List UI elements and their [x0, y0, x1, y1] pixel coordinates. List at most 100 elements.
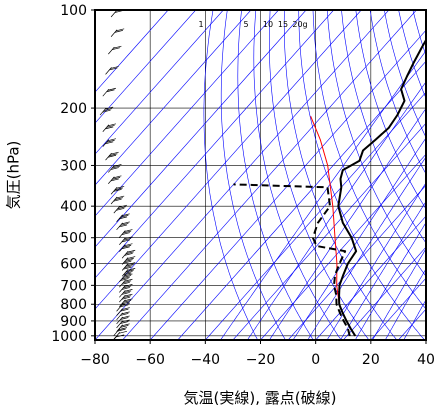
barb-flag — [106, 124, 115, 128]
x-tick-label: 20 — [362, 352, 380, 368]
wind-barb — [113, 327, 128, 336]
y-tick-label: 400 — [60, 199, 87, 215]
x-tick-label: −20 — [246, 352, 276, 368]
barb-flag — [118, 224, 128, 228]
barb-staff — [113, 205, 121, 214]
barb-staff — [102, 124, 110, 132]
barb-flag — [121, 315, 130, 319]
isotherm-line — [95, 10, 390, 340]
barb-flag — [106, 89, 115, 93]
mixing-ratio-line — [269, 107, 426, 340]
mixing-ratio-line — [247, 81, 426, 340]
dry-adiabat-line — [268, 10, 370, 340]
barb-flag — [112, 47, 121, 51]
barb-flag — [124, 271, 133, 274]
mixing-ratio-label: 5 — [243, 20, 248, 29]
wind-barb — [116, 307, 130, 316]
wind-barb — [119, 278, 133, 288]
barb-flag — [123, 295, 132, 299]
barb-flag — [110, 66, 119, 69]
barb-flag — [121, 246, 130, 250]
wind-barb — [121, 268, 136, 277]
isotherm-line — [122, 10, 417, 340]
barb-flag — [123, 275, 132, 278]
barb-flag — [121, 281, 130, 285]
barb-flag — [103, 108, 112, 112]
wind-barb — [108, 164, 122, 173]
isotherm-line — [95, 10, 334, 279]
y-tick-label: 300 — [60, 158, 87, 174]
mixing-ratio-line — [220, 50, 426, 340]
wind-barb — [108, 45, 122, 55]
wind-barb — [116, 311, 130, 321]
barb-flag — [127, 249, 136, 253]
barb-staff — [102, 88, 110, 97]
wind-barb — [121, 256, 136, 265]
barb-flag — [113, 198, 122, 202]
mixing-ratio-line — [307, 156, 426, 340]
barb-staff — [110, 10, 118, 18]
barb-flag — [124, 229, 133, 232]
barb-flag — [124, 236, 133, 240]
barb-flag — [110, 151, 119, 155]
barb-flag — [125, 263, 134, 267]
dry-adiabat-line — [220, 10, 286, 340]
barb-flag — [123, 290, 132, 294]
barb-staff — [116, 222, 123, 231]
dry-adiabat-line — [355, 10, 426, 210]
barb-staff — [108, 46, 115, 55]
wind-barb — [119, 243, 133, 252]
x-tick-label: −80 — [80, 352, 110, 368]
barb-flag — [114, 187, 123, 191]
wind-barb — [105, 66, 119, 75]
barb-flag — [109, 67, 118, 71]
barb-staff — [119, 237, 126, 245]
wind-barb — [108, 175, 122, 185]
barb-flag — [121, 276, 130, 280]
wind-barb — [119, 293, 133, 303]
mixing-ratio-line — [354, 222, 426, 340]
barb-flag — [124, 278, 133, 282]
mixing-ratio-line — [403, 299, 426, 340]
dry-adiabat-line — [427, 10, 436, 340]
wind-barb — [119, 236, 133, 245]
x-axis-title: 気温(実線), 露点(破線) — [184, 389, 337, 407]
barb-flag — [113, 189, 122, 192]
isotherm-line — [370, 277, 426, 340]
barb-flag — [124, 243, 133, 247]
isotherm-line — [260, 153, 426, 340]
mixing-ratio-line — [292, 137, 426, 340]
isotherm-line — [95, 10, 196, 124]
grid-layer — [95, 10, 436, 340]
axis-ticks — [91, 9, 427, 344]
barb-staff — [121, 257, 129, 265]
barb-flag — [124, 265, 133, 269]
barb-flag — [123, 230, 132, 234]
barb-flag — [123, 280, 132, 284]
barb-staff — [110, 196, 118, 205]
barb-flag — [123, 237, 132, 241]
wind-barb — [116, 213, 130, 222]
barb-flag — [127, 268, 136, 271]
barb-staff — [121, 269, 129, 277]
dry-adiabat-line — [312, 10, 426, 310]
barb-staff — [110, 29, 118, 38]
barb-flag — [105, 126, 114, 130]
barb-flag — [114, 30, 123, 33]
barb-flag — [123, 285, 132, 289]
barb-flag — [124, 293, 133, 297]
mixing-ratio-line — [372, 248, 426, 340]
barb-staff — [105, 67, 112, 75]
dry-adiabat-line — [298, 10, 425, 340]
dry-adiabat-line — [203, 10, 258, 340]
barb-flag — [127, 262, 136, 265]
barb-flag — [116, 28, 125, 32]
isotherm-line — [95, 10, 307, 248]
isotherm-line — [425, 339, 426, 340]
barb-flag — [118, 216, 128, 220]
barb-flag — [121, 287, 130, 290]
temperature-line — [337, 38, 426, 337]
y-tick-label: 1000 — [51, 329, 87, 345]
barb-staff — [121, 250, 129, 259]
